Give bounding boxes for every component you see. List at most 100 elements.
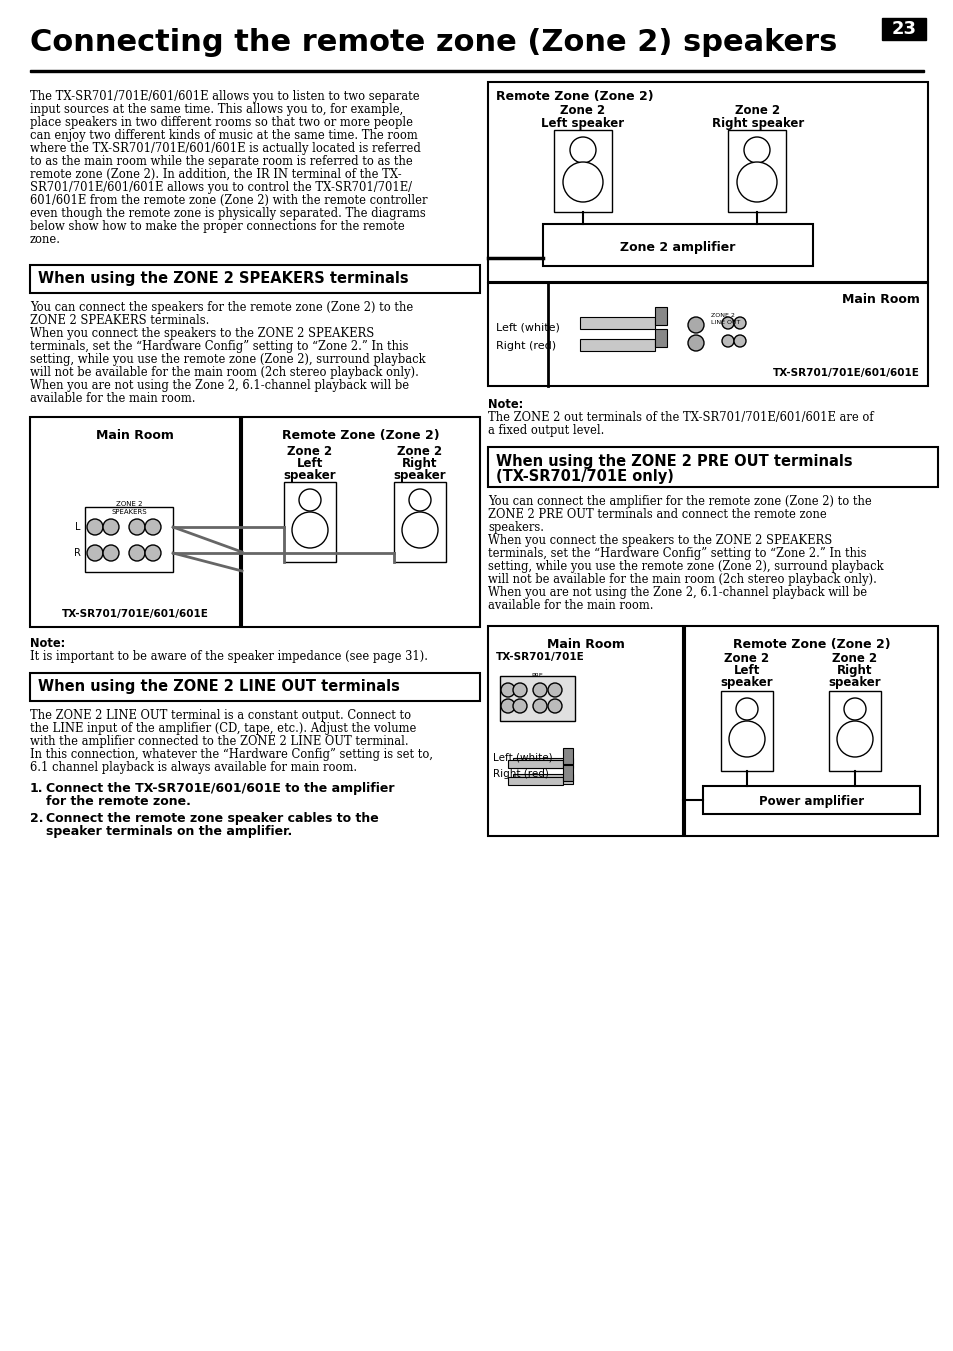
- Circle shape: [513, 684, 526, 697]
- Text: setting, while you use the remote zone (Zone 2), surround playback: setting, while you use the remote zone (…: [488, 561, 882, 573]
- Text: Zone 2: Zone 2: [723, 653, 769, 665]
- Text: In this connection, whatever the “Hardware Config” setting is set to,: In this connection, whatever the “Hardwa…: [30, 748, 433, 761]
- Bar: [488, 82, 927, 282]
- Circle shape: [843, 698, 865, 720]
- Circle shape: [292, 512, 328, 549]
- Text: Zone 2 amplifier: Zone 2 amplifier: [619, 240, 735, 254]
- Circle shape: [129, 519, 145, 535]
- Circle shape: [836, 721, 872, 757]
- Circle shape: [687, 317, 703, 332]
- Text: speaker: speaker: [394, 469, 446, 482]
- Text: Zone 2: Zone 2: [287, 444, 333, 458]
- Text: When you are not using the Zone 2, 6.1-channel playback will be: When you are not using the Zone 2, 6.1-c…: [30, 380, 409, 392]
- Text: available for the main room.: available for the main room.: [488, 598, 653, 612]
- Bar: [30, 265, 479, 293]
- Circle shape: [721, 335, 733, 347]
- Circle shape: [562, 162, 602, 203]
- Text: R: R: [74, 549, 81, 558]
- Bar: [702, 786, 919, 815]
- Text: The ZONE 2 LINE OUT terminal is a constant output. Connect to: The ZONE 2 LINE OUT terminal is a consta…: [30, 709, 411, 721]
- Text: speakers.: speakers.: [488, 521, 543, 534]
- Text: Zone 2: Zone 2: [735, 104, 780, 118]
- Circle shape: [569, 136, 596, 163]
- Bar: [507, 777, 562, 785]
- Circle shape: [728, 721, 764, 757]
- Bar: [579, 339, 655, 351]
- Bar: [242, 417, 479, 627]
- Text: When you connect the speakers to the ZONE 2 SPEAKERS: When you connect the speakers to the ZON…: [488, 534, 831, 547]
- Circle shape: [145, 544, 161, 561]
- Text: Left speaker: Left speaker: [541, 118, 624, 130]
- Text: When using the ZONE 2 PRE OUT terminals: When using the ZONE 2 PRE OUT terminals: [496, 454, 852, 469]
- Text: speaker: speaker: [283, 469, 336, 482]
- Text: When you connect the speakers to the ZONE 2 SPEAKERS: When you connect the speakers to the ZON…: [30, 327, 374, 340]
- Text: available for the main room.: available for the main room.: [30, 392, 195, 405]
- Text: Power amplifier: Power amplifier: [759, 796, 863, 808]
- Circle shape: [533, 698, 546, 713]
- Bar: [684, 626, 937, 836]
- Text: L: L: [75, 521, 81, 532]
- Text: speaker terminals on the amplifier.: speaker terminals on the amplifier.: [46, 825, 292, 838]
- Text: The ZONE 2 out terminals of the TX-SR701/701E/601/601E are of: The ZONE 2 out terminals of the TX-SR701…: [488, 411, 873, 424]
- Bar: [579, 317, 655, 330]
- Bar: [507, 761, 562, 767]
- Text: TX-SR701/701E/601/601E: TX-SR701/701E/601/601E: [772, 367, 919, 378]
- Text: Main Room: Main Room: [841, 293, 919, 305]
- Text: to as the main room while the separate room is referred to as the: to as the main room while the separate r…: [30, 155, 413, 168]
- Bar: [488, 447, 937, 486]
- Bar: [882, 18, 925, 41]
- Text: Remote Zone (Zone 2): Remote Zone (Zone 2): [732, 638, 889, 651]
- Bar: [284, 482, 335, 562]
- Circle shape: [409, 489, 431, 511]
- Circle shape: [129, 544, 145, 561]
- Circle shape: [103, 544, 119, 561]
- Text: Zone 2: Zone 2: [832, 653, 877, 665]
- Circle shape: [500, 684, 515, 697]
- Circle shape: [547, 698, 561, 713]
- Bar: [85, 507, 172, 571]
- Circle shape: [547, 684, 561, 697]
- Text: Note:: Note:: [30, 638, 65, 650]
- Text: Zone 2: Zone 2: [397, 444, 442, 458]
- Text: When using the ZONE 2 LINE OUT terminals: When using the ZONE 2 LINE OUT terminals: [38, 680, 399, 694]
- Text: Zone 2: Zone 2: [559, 104, 605, 118]
- Text: will not be available for the main room (2ch stereo playback only).: will not be available for the main room …: [488, 573, 876, 586]
- Bar: [655, 330, 666, 347]
- Text: TX-SR701/701E: TX-SR701/701E: [496, 653, 584, 662]
- Text: Right: Right: [402, 457, 437, 470]
- Bar: [513, 774, 573, 784]
- Text: Left (white): Left (white): [496, 323, 559, 332]
- Text: Connect the TX-SR701E/601/601E to the amplifier: Connect the TX-SR701E/601/601E to the am…: [46, 782, 395, 794]
- Text: terminals, set the “Hardware Config” setting to “Zone 2.” In this: terminals, set the “Hardware Config” set…: [30, 340, 408, 353]
- Circle shape: [513, 698, 526, 713]
- Text: You can connect the speakers for the remote zone (Zone 2) to the: You can connect the speakers for the rem…: [30, 301, 413, 313]
- Text: Note:: Note:: [488, 399, 522, 411]
- Circle shape: [103, 519, 119, 535]
- Text: Main Room: Main Room: [96, 430, 173, 442]
- Text: the LINE input of the amplifier (CD, tape, etc.). Adjust the volume: the LINE input of the amplifier (CD, tap…: [30, 721, 416, 735]
- Text: PRE: PRE: [531, 673, 543, 678]
- Text: Remote Zone (Zone 2): Remote Zone (Zone 2): [282, 430, 439, 442]
- Bar: [394, 482, 446, 562]
- Bar: [30, 673, 479, 701]
- Text: zone.: zone.: [30, 232, 61, 246]
- Text: It is important to be aware of the speaker impedance (see page 31).: It is important to be aware of the speak…: [30, 650, 428, 663]
- Circle shape: [721, 317, 733, 330]
- Circle shape: [500, 698, 515, 713]
- Text: 23: 23: [890, 20, 916, 38]
- Bar: [488, 626, 682, 836]
- Text: You can connect the amplifier for the remote zone (Zone 2) to the: You can connect the amplifier for the re…: [488, 494, 871, 508]
- Text: speaker: speaker: [828, 676, 881, 689]
- Text: below show how to make the proper connections for the remote: below show how to make the proper connec…: [30, 220, 404, 232]
- Text: where the TX-SR701/701E/601/601E is actually located is referred: where the TX-SR701/701E/601/601E is actu…: [30, 142, 420, 155]
- Text: Right (red): Right (red): [493, 769, 548, 780]
- Circle shape: [733, 335, 745, 347]
- Text: 601/601E from the remote zone (Zone 2) with the remote controller: 601/601E from the remote zone (Zone 2) w…: [30, 195, 427, 207]
- Text: remote zone (Zone 2). In addition, the IR IN terminal of the TX-: remote zone (Zone 2). In addition, the I…: [30, 168, 401, 181]
- Circle shape: [533, 684, 546, 697]
- Text: setting, while you use the remote zone (Zone 2), surround playback: setting, while you use the remote zone (…: [30, 353, 425, 366]
- Circle shape: [733, 317, 745, 330]
- Text: Right: Right: [837, 663, 872, 677]
- Text: a fixed output level.: a fixed output level.: [488, 424, 604, 436]
- Text: 2.: 2.: [30, 812, 44, 825]
